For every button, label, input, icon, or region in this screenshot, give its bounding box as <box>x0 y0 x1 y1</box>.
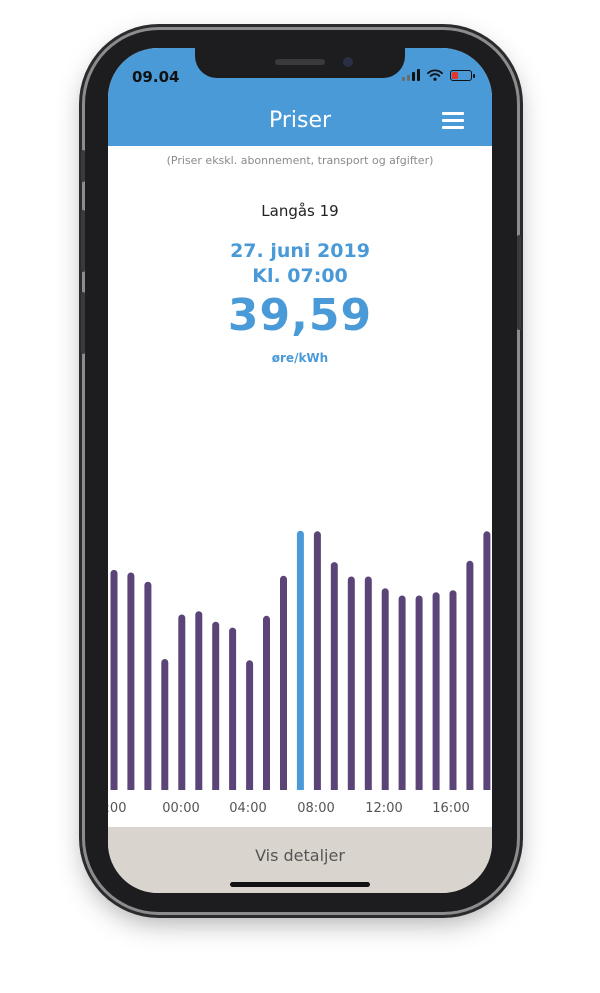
x-tick-label: 08:00 <box>297 801 334 816</box>
front-camera <box>343 57 353 67</box>
price-bar[interactable] <box>449 590 457 794</box>
selected-price: 39,59 <box>227 290 373 341</box>
price-bar[interactable] <box>466 560 474 794</box>
price-bar[interactable] <box>280 575 287 794</box>
cellular-signal-icon <box>402 69 420 81</box>
price-bar[interactable] <box>313 531 321 794</box>
volume-up-button <box>81 210 85 272</box>
location-label: Langås 19 <box>261 202 339 220</box>
price-bar[interactable] <box>381 588 389 794</box>
x-tick-label: 16:00 <box>432 801 469 816</box>
price-bar[interactable] <box>483 531 491 794</box>
price-bar[interactable] <box>347 576 355 794</box>
wifi-icon <box>427 69 443 81</box>
x-tick-label: :00 <box>108 801 126 816</box>
page-title: Priser <box>268 108 332 133</box>
price-bar[interactable] <box>432 592 440 794</box>
selected-date: 27. juni 2019 <box>230 240 370 262</box>
price-bar[interactable] <box>398 595 406 794</box>
hamburger-menu-icon[interactable] <box>442 112 464 130</box>
price-bar[interactable] <box>110 569 118 794</box>
price-bar[interactable] <box>144 581 152 794</box>
home-indicator <box>230 882 370 887</box>
price-bar[interactable] <box>330 562 338 794</box>
battery-icon <box>450 70 475 81</box>
price-bar[interactable] <box>195 611 203 794</box>
x-tick-label: 00:00 <box>162 801 199 816</box>
selected-time: Kl. 07:00 <box>252 265 348 287</box>
status-time: 09.04 <box>132 68 180 86</box>
hourly-price-chart[interactable]: :00 00:00 04:00 08:00 12:00 16:00 <box>108 518 492 823</box>
price-bar[interactable] <box>364 576 372 794</box>
speaker-grille <box>275 59 325 65</box>
price-bar[interactable] <box>178 614 186 794</box>
price-bar[interactable] <box>263 615 270 794</box>
price-bar[interactable] <box>246 660 254 794</box>
power-button <box>517 235 521 330</box>
price-bar[interactable] <box>415 595 423 794</box>
mute-switch <box>81 150 85 182</box>
price-bar-selected[interactable] <box>296 530 304 794</box>
x-tick-label: 04:00 <box>229 801 266 816</box>
details-label: Vis detaljer <box>255 845 345 865</box>
price-bar[interactable] <box>212 621 220 794</box>
status-icons <box>402 69 475 81</box>
device-notch <box>195 48 405 78</box>
x-tick-label: 12:00 <box>365 801 402 816</box>
price-bar[interactable] <box>127 572 135 794</box>
chart-baseline-mask <box>108 790 492 823</box>
price-bar[interactable] <box>229 627 237 794</box>
app-screen: 09.04 Priser (Priser ekskl. abonn <box>108 48 492 893</box>
price-unit: øre/kWh <box>271 351 329 365</box>
price-bar[interactable] <box>161 659 169 794</box>
price-disclaimer: (Priser ekskl. abonnement, transport og … <box>166 154 434 167</box>
volume-down-button <box>81 292 85 354</box>
